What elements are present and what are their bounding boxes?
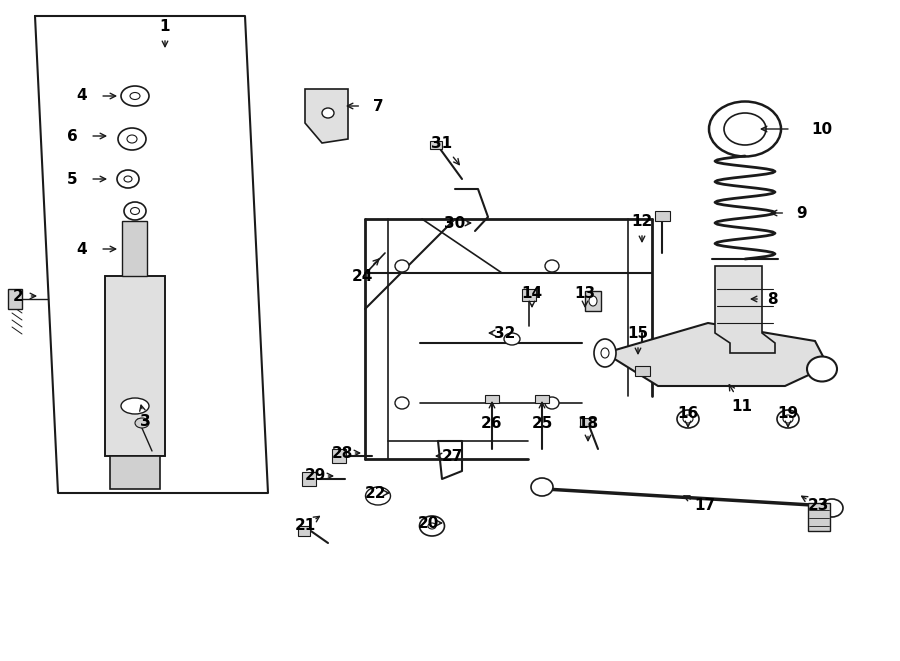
Ellipse shape — [594, 339, 616, 367]
Text: 32: 32 — [494, 325, 516, 340]
Polygon shape — [305, 89, 348, 143]
Text: 12: 12 — [632, 214, 652, 229]
Text: 13: 13 — [574, 286, 596, 301]
Text: 6: 6 — [67, 128, 77, 143]
Text: 2: 2 — [13, 288, 23, 303]
Text: 29: 29 — [304, 469, 326, 483]
Bar — [808, 503, 830, 531]
Ellipse shape — [365, 487, 391, 505]
Ellipse shape — [545, 397, 559, 409]
Ellipse shape — [135, 418, 149, 428]
Ellipse shape — [589, 296, 597, 306]
Bar — [430, 141, 442, 149]
Bar — [8, 289, 22, 309]
Ellipse shape — [783, 415, 793, 423]
Ellipse shape — [601, 348, 609, 358]
Bar — [105, 276, 165, 456]
Bar — [332, 449, 346, 463]
Ellipse shape — [124, 176, 132, 182]
Ellipse shape — [683, 415, 693, 423]
Text: 5: 5 — [67, 171, 77, 186]
Text: 26: 26 — [482, 416, 503, 430]
Text: 15: 15 — [627, 325, 649, 340]
Ellipse shape — [545, 260, 559, 272]
Bar — [535, 395, 549, 403]
Text: 23: 23 — [807, 498, 829, 514]
Bar — [655, 211, 670, 221]
Ellipse shape — [130, 208, 140, 215]
Text: 31: 31 — [431, 136, 453, 151]
Text: 7: 7 — [373, 98, 383, 114]
Text: 8: 8 — [767, 292, 778, 307]
Bar — [122, 221, 147, 276]
Ellipse shape — [118, 128, 146, 150]
Text: 11: 11 — [732, 399, 752, 414]
Ellipse shape — [322, 108, 334, 118]
Ellipse shape — [395, 260, 409, 272]
Text: 19: 19 — [778, 405, 798, 420]
Bar — [585, 291, 601, 311]
Text: 22: 22 — [364, 485, 386, 500]
Text: 9: 9 — [796, 206, 807, 221]
Text: 1: 1 — [160, 19, 170, 34]
Ellipse shape — [777, 410, 799, 428]
Ellipse shape — [504, 333, 520, 345]
Bar — [110, 456, 160, 489]
Ellipse shape — [677, 410, 699, 428]
Text: 4: 4 — [76, 89, 87, 104]
Bar — [302, 472, 316, 486]
Text: 20: 20 — [418, 516, 438, 531]
Text: 27: 27 — [441, 449, 463, 463]
Ellipse shape — [531, 478, 553, 496]
Text: 21: 21 — [294, 518, 316, 533]
Text: 25: 25 — [531, 416, 553, 430]
Text: 30: 30 — [445, 215, 465, 231]
Ellipse shape — [127, 135, 137, 143]
Text: 10: 10 — [812, 122, 833, 137]
Bar — [485, 395, 499, 403]
Ellipse shape — [428, 523, 436, 529]
Polygon shape — [605, 323, 828, 386]
Text: 18: 18 — [578, 416, 599, 430]
Ellipse shape — [807, 356, 837, 381]
Text: 16: 16 — [678, 405, 698, 420]
Text: 3: 3 — [140, 414, 150, 428]
Text: 4: 4 — [76, 241, 87, 256]
Text: 17: 17 — [695, 498, 716, 514]
Bar — [522, 289, 536, 301]
Ellipse shape — [130, 93, 140, 100]
Text: 14: 14 — [521, 286, 543, 301]
Ellipse shape — [124, 202, 146, 220]
Bar — [635, 366, 650, 376]
Text: 24: 24 — [351, 268, 373, 284]
Bar — [298, 526, 310, 536]
Polygon shape — [715, 266, 775, 353]
Text: 28: 28 — [331, 446, 353, 461]
Ellipse shape — [724, 113, 766, 145]
Ellipse shape — [419, 516, 445, 536]
Bar — [580, 418, 594, 426]
Ellipse shape — [121, 86, 149, 106]
Ellipse shape — [821, 499, 843, 517]
Ellipse shape — [121, 398, 149, 414]
Ellipse shape — [395, 397, 409, 409]
Ellipse shape — [117, 170, 139, 188]
Ellipse shape — [709, 102, 781, 157]
